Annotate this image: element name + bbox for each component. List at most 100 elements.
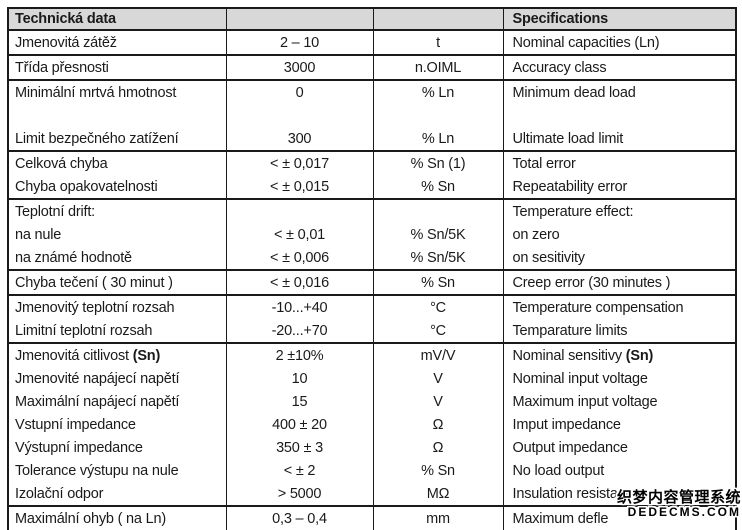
unit-cell-text: % Sn [421, 274, 455, 291]
value-cell: < ± 0,015 [225, 175, 373, 199]
value-cell-text: > 5000 [277, 485, 322, 502]
czech-label: Limit bezpečného zatížení [8, 127, 226, 151]
value-cell-text: < ± 0,01 [273, 226, 326, 243]
table-row: Jmenovitý teplotní rozsah -10...+40 °C Temp… [8, 295, 736, 319]
value-cell: < ± 0,016 [225, 270, 373, 295]
unit-cell-text: mV/V [420, 347, 456, 364]
unit-cell [372, 104, 503, 127]
unit-cell: °C [372, 295, 503, 319]
english-label: on sesitivity [502, 246, 736, 270]
header-value-column [225, 8, 373, 31]
value-cell-text: 15 [291, 393, 308, 410]
value-cell-text: < ± 0,006 [270, 249, 329, 266]
english-label: No load output [502, 459, 736, 482]
unit-cell-text: MΩ [426, 485, 450, 502]
czech-label-text: na nule [15, 226, 62, 243]
value-cell: < ± 0,017 [225, 151, 373, 175]
czech-label: Jmenovitá citlivost (Sn) [8, 343, 226, 367]
unit-cell: % Sn [372, 270, 503, 295]
unit-cell-text: % Ln [421, 84, 455, 101]
english-label-text: Nominal capacities (Ln) [512, 34, 660, 51]
english-label-bold-text: (Sn) [625, 347, 654, 364]
english-label-text: Accuracy class [512, 59, 607, 76]
czech-label-text: Chyba opakovatelnosti [15, 178, 158, 195]
value-cell: 300 [225, 127, 373, 151]
czech-label: Limitní teplotní rozsah [8, 319, 226, 343]
english-label-text: Maximum defle [512, 510, 609, 527]
unit-cell: t [372, 30, 503, 55]
czech-label: Jmenovité napájecí napětí [8, 367, 226, 390]
english-label: Nominal capacities (Ln) [502, 30, 736, 55]
unit-cell-text: V [433, 393, 443, 410]
english-label: Insulation resistance [502, 482, 736, 506]
english-label: on zero [502, 223, 736, 246]
czech-label-text: Jmenovitý teplotní rozsah [15, 299, 175, 316]
table-row: Třída přesnosti 3000 n.OIML Accuracy class [8, 55, 736, 80]
value-cell-text: < ± 0,015 [270, 178, 329, 195]
czech-label: Jmenovitá zátěž [8, 30, 226, 55]
value-cell: 0 [225, 80, 373, 104]
english-label-text: Nominal input voltage [512, 370, 648, 387]
value-cell: -20...+70 [225, 319, 373, 343]
value-cell-text: 350 ± 3 [276, 439, 323, 456]
value-cell: < ± 0,006 [225, 246, 373, 270]
czech-label-text: Maximální napájecí napětí [15, 393, 180, 410]
czech-label-text: Chyba tečení ( 30 minut ) [15, 274, 173, 291]
table-row: Jmenovitá citlivost (Sn) 2 ±10% mV/V Nomina… [8, 343, 736, 367]
table-row: Jmenovitá zátěž 2 – 10 t Nominal capacities… [8, 30, 736, 55]
header-technical-data: Technická data [8, 8, 226, 31]
unit-cell: % Sn [372, 459, 503, 482]
english-label-text: Creep error (30 minutes ) [512, 274, 671, 291]
unit-cell: mV/V [372, 343, 503, 367]
value-cell: 0,3 – 0,4 [225, 506, 373, 530]
unit-cell: Ω [372, 436, 503, 459]
value-cell-text: 10 [291, 370, 308, 387]
unit-cell: MΩ [372, 482, 503, 506]
english-label: Maximum input voltage [502, 390, 736, 413]
czech-label: na známé hodnotě [8, 246, 226, 270]
value-cell: 15 [225, 390, 373, 413]
table-row: Minimální mrtvá hmotnost 0 % Ln Minimum dea… [8, 80, 736, 104]
czech-label: Chyba opakovatelnosti [8, 175, 226, 199]
english-label: Nominal input voltage [502, 367, 736, 390]
czech-label-text: na známé hodnotě [15, 249, 132, 266]
czech-label-text: Jmenovitá citlivost [15, 347, 133, 364]
czech-label: Izolační odpor [8, 482, 226, 506]
czech-label: Chyba tečení ( 30 minut ) [8, 270, 226, 295]
english-label: Maximum defle [502, 506, 736, 530]
unit-cell-text: n.OIML [414, 59, 462, 76]
spec-group: Jmenovitý teplotní rozsah -10...+40 °C Temp… [8, 295, 736, 343]
value-cell [225, 104, 373, 127]
value-cell-text: < ± 2 [283, 462, 316, 479]
english-label-text: Temparature limits [512, 322, 628, 339]
value-cell-text: 2 – 10 [279, 34, 320, 51]
english-label: Temperature effect: [502, 199, 736, 223]
english-label: Ultimate load limit [502, 127, 736, 151]
english-label: Total error [502, 151, 736, 175]
table-row: Vstupní impedance 400 ± 20 Ω Imput impedanc… [8, 413, 736, 436]
czech-label-bold-text: (Sn) [132, 347, 161, 364]
unit-cell: % Ln [372, 127, 503, 151]
czech-label: Teplotní drift: [8, 199, 226, 223]
value-cell: 400 ± 20 [225, 413, 373, 436]
unit-cell: % Sn/5K [372, 223, 503, 246]
table-row: Jmenovité napájecí napětí 10 V Nominal inpu… [8, 367, 736, 390]
english-label-text: Minimum dead load [512, 84, 636, 101]
value-cell-text: 300 [287, 130, 312, 147]
value-cell-text: < ± 0,017 [270, 155, 329, 172]
unit-cell-text: % Sn (1) [410, 155, 466, 172]
table-row: Výstupní impedance 350 ± 3 Ω Output impedan… [8, 436, 736, 459]
spec-group: Maximální ohyb ( na Ln) 0,3 – 0,4 mm Maximu… [8, 506, 736, 530]
czech-label-text: Limit bezpečného zatížení [15, 130, 179, 147]
value-cell: 3000 [225, 55, 373, 80]
czech-label-text: Jmenovité napájecí napětí [15, 370, 180, 387]
unit-cell: V [372, 390, 503, 413]
unit-cell [372, 199, 503, 223]
value-cell-text: -10...+40 [271, 299, 328, 316]
value-cell-text: -20...+70 [271, 322, 328, 339]
table-row: Teplotní drift: Temperature effect: [8, 199, 736, 223]
unit-cell: % Sn (1) [372, 151, 503, 175]
unit-cell-text: V [433, 370, 443, 387]
value-cell-text: 0,3 – 0,4 [272, 510, 327, 527]
value-cell: < ± 2 [225, 459, 373, 482]
